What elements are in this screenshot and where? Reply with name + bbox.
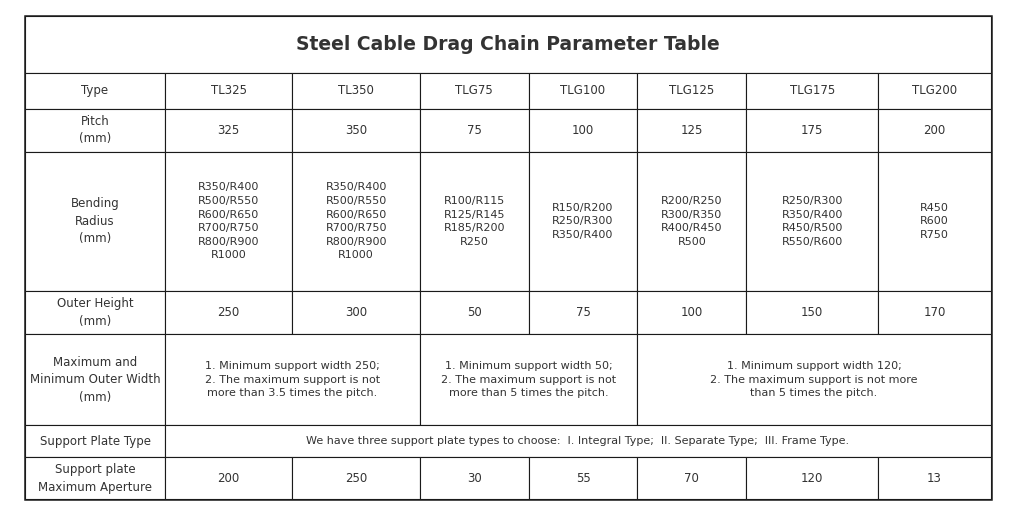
Bar <box>529 73 637 109</box>
Bar <box>420 457 529 499</box>
Text: 75: 75 <box>575 306 591 319</box>
Bar <box>25 152 165 291</box>
Bar <box>165 291 293 334</box>
Bar <box>420 152 529 291</box>
Bar <box>420 73 529 109</box>
Text: 250: 250 <box>345 472 368 485</box>
Bar <box>747 291 878 334</box>
Text: 1. Minimum support width 50;
2. The maximum support is not
more than 5 times the: 1. Minimum support width 50; 2. The maxi… <box>441 361 616 398</box>
Text: 30: 30 <box>467 472 482 485</box>
Bar <box>293 109 420 152</box>
Text: 200: 200 <box>218 472 240 485</box>
Bar <box>529 457 637 499</box>
Text: 70: 70 <box>685 472 699 485</box>
Text: Maximum and
Minimum Outer Width
(mm): Maximum and Minimum Outer Width (mm) <box>29 356 160 404</box>
Text: TLG125: TLG125 <box>670 84 714 97</box>
Bar <box>529 291 637 334</box>
Bar <box>637 291 747 334</box>
Text: 100: 100 <box>681 306 703 319</box>
Bar <box>25 109 165 152</box>
Bar <box>25 457 165 499</box>
Bar <box>420 334 637 425</box>
Bar <box>165 425 991 457</box>
Bar <box>878 73 991 109</box>
Bar <box>878 457 991 499</box>
Text: 175: 175 <box>801 124 824 137</box>
Text: R450
R600
R750: R450 R600 R750 <box>920 203 949 240</box>
Bar <box>25 334 165 425</box>
Text: 350: 350 <box>345 124 368 137</box>
Text: 75: 75 <box>467 124 482 137</box>
Bar <box>420 109 529 152</box>
Bar <box>878 152 991 291</box>
Bar <box>25 425 165 457</box>
Text: 125: 125 <box>681 124 703 137</box>
Text: TL350: TL350 <box>338 84 374 97</box>
Bar <box>420 291 529 334</box>
Text: 325: 325 <box>218 124 240 137</box>
Text: TLG75: TLG75 <box>456 84 493 97</box>
Bar <box>165 334 420 425</box>
Bar <box>25 73 165 109</box>
Bar <box>165 73 293 109</box>
Text: 13: 13 <box>927 472 942 485</box>
Text: 120: 120 <box>801 472 824 485</box>
Text: 1. Minimum support width 250;
2. The maximum support is not
more than 3.5 times : 1. Minimum support width 250; 2. The max… <box>205 361 380 398</box>
Text: Type: Type <box>81 84 108 97</box>
Bar <box>637 457 747 499</box>
Bar <box>165 152 293 291</box>
Text: TLG200: TLG200 <box>912 84 957 97</box>
Text: 150: 150 <box>801 306 824 319</box>
Bar <box>878 291 991 334</box>
Text: Bending
Radius
(mm): Bending Radius (mm) <box>71 197 120 245</box>
Text: 300: 300 <box>345 306 368 319</box>
Bar <box>637 334 991 425</box>
Text: R350/R400
R500/R550
R600/R650
R700/R750
R800/R900
R1000: R350/R400 R500/R550 R600/R650 R700/R750 … <box>325 182 387 260</box>
Text: R350/R400
R500/R550
R600/R650
R700/R750
R800/R900
R1000: R350/R400 R500/R550 R600/R650 R700/R750 … <box>198 182 259 260</box>
Bar <box>747 152 878 291</box>
Bar <box>637 152 747 291</box>
Bar <box>747 73 878 109</box>
Text: TLG175: TLG175 <box>790 84 835 97</box>
Bar <box>165 109 293 152</box>
Text: R100/R115
R125/R145
R185/R200
R250: R100/R115 R125/R145 R185/R200 R250 <box>444 196 505 247</box>
Text: R250/R300
R350/R400
R450/R500
R550/R600: R250/R300 R350/R400 R450/R500 R550/R600 <box>782 196 843 247</box>
Text: TL325: TL325 <box>211 84 246 97</box>
Bar <box>747 109 878 152</box>
Text: Outer Height
(mm): Outer Height (mm) <box>57 297 134 328</box>
Text: 55: 55 <box>575 472 591 485</box>
Bar <box>529 152 637 291</box>
Bar <box>878 109 991 152</box>
Text: Pitch
(mm): Pitch (mm) <box>79 115 111 145</box>
Text: Support Plate Type: Support Plate Type <box>40 435 151 448</box>
Text: Steel Cable Drag Chain Parameter Table: Steel Cable Drag Chain Parameter Table <box>296 35 720 54</box>
Text: R150/R200
R250/R300
R350/R400: R150/R200 R250/R300 R350/R400 <box>552 203 614 240</box>
Bar <box>293 291 420 334</box>
Text: 250: 250 <box>218 306 240 319</box>
Bar <box>637 109 747 152</box>
Bar <box>637 73 747 109</box>
Bar <box>165 457 293 499</box>
Bar <box>25 16 991 73</box>
Text: 1. Minimum support width 120;
2. The maximum support is not more
than 5 times th: 1. Minimum support width 120; 2. The max… <box>710 361 918 398</box>
Text: We have three support plate types to choose:  I. Integral Type;  II. Separate Ty: We have three support plate types to cho… <box>306 436 849 446</box>
Text: Support plate
Maximum Aperture: Support plate Maximum Aperture <box>38 463 152 494</box>
Text: 170: 170 <box>924 306 946 319</box>
Text: R200/R250
R300/R350
R400/R450
R500: R200/R250 R300/R350 R400/R450 R500 <box>661 196 722 247</box>
Text: 100: 100 <box>572 124 595 137</box>
Bar <box>529 109 637 152</box>
Bar <box>25 291 165 334</box>
Bar <box>293 457 420 499</box>
Bar <box>747 457 878 499</box>
Text: 50: 50 <box>467 306 482 319</box>
Text: TLG100: TLG100 <box>560 84 606 97</box>
Bar <box>293 152 420 291</box>
Bar <box>293 73 420 109</box>
Text: 200: 200 <box>924 124 946 137</box>
